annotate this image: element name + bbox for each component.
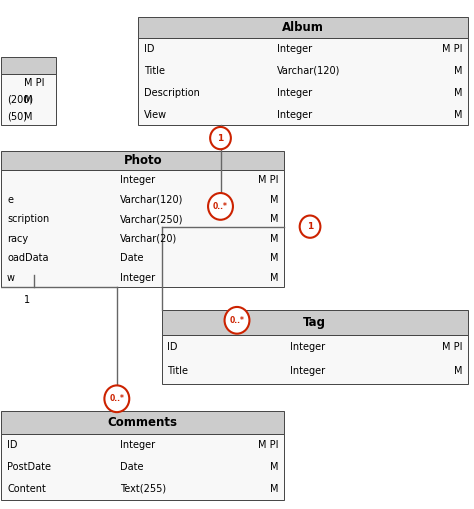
Text: M: M: [270, 234, 278, 244]
Text: w: w: [7, 273, 15, 282]
Text: M PI: M PI: [258, 440, 278, 449]
FancyBboxPatch shape: [1, 151, 284, 170]
Circle shape: [225, 307, 249, 334]
Text: ID: ID: [7, 440, 18, 449]
Text: Title: Title: [144, 66, 164, 76]
Text: Tag: Tag: [303, 316, 326, 329]
Text: (200): (200): [7, 95, 33, 105]
Text: M: M: [24, 112, 33, 122]
Circle shape: [104, 385, 129, 412]
Text: Varchar(120): Varchar(120): [120, 194, 183, 205]
Circle shape: [208, 193, 233, 220]
Text: Date: Date: [120, 462, 144, 472]
Text: M: M: [270, 253, 278, 263]
Text: Integer: Integer: [120, 273, 155, 282]
Text: Integer: Integer: [120, 175, 155, 185]
FancyBboxPatch shape: [1, 170, 284, 288]
Text: 0..*: 0..*: [213, 202, 228, 211]
Text: Integer: Integer: [290, 366, 325, 376]
Text: ID: ID: [167, 342, 178, 352]
Text: Album: Album: [282, 21, 324, 34]
Text: Date: Date: [120, 253, 144, 263]
Text: 0..*: 0..*: [229, 316, 245, 325]
Text: M: M: [24, 95, 33, 105]
FancyBboxPatch shape: [138, 38, 468, 125]
Text: M: M: [454, 109, 462, 120]
Text: M: M: [454, 66, 462, 76]
Text: Varchar(250): Varchar(250): [120, 214, 183, 224]
Text: Title: Title: [167, 366, 188, 376]
Circle shape: [300, 215, 320, 238]
Text: 1: 1: [307, 222, 313, 231]
Text: M: M: [270, 194, 278, 205]
Circle shape: [210, 127, 231, 149]
Text: oadData: oadData: [7, 253, 48, 263]
Text: PostDate: PostDate: [7, 462, 51, 472]
Text: Integer: Integer: [290, 342, 325, 352]
Text: e: e: [7, 194, 13, 205]
Text: M: M: [270, 214, 278, 224]
FancyBboxPatch shape: [162, 334, 468, 384]
Text: Photo: Photo: [123, 154, 162, 167]
Text: Integer: Integer: [277, 109, 312, 120]
Text: Integer: Integer: [120, 440, 155, 449]
Text: (50): (50): [7, 112, 27, 122]
Text: M PI: M PI: [24, 78, 45, 88]
Text: Integer: Integer: [277, 88, 312, 98]
Text: Comments: Comments: [108, 416, 178, 429]
Text: M PI: M PI: [258, 175, 278, 185]
Text: Varchar(120): Varchar(120): [277, 66, 340, 76]
Text: Integer: Integer: [277, 44, 312, 54]
Text: 0..*: 0..*: [109, 394, 124, 403]
Text: M: M: [454, 366, 462, 376]
Text: M PI: M PI: [442, 342, 462, 352]
Text: Content: Content: [7, 484, 46, 494]
Text: View: View: [144, 109, 167, 120]
Text: 1: 1: [24, 295, 30, 305]
FancyBboxPatch shape: [1, 74, 55, 125]
Text: M: M: [270, 484, 278, 494]
FancyBboxPatch shape: [1, 434, 284, 500]
Text: Description: Description: [144, 88, 200, 98]
Text: racy: racy: [7, 234, 28, 244]
Text: ID: ID: [144, 44, 154, 54]
Text: M: M: [270, 462, 278, 472]
FancyBboxPatch shape: [162, 310, 468, 334]
FancyBboxPatch shape: [138, 17, 468, 38]
Text: M: M: [454, 88, 462, 98]
Text: M PI: M PI: [442, 44, 462, 54]
Text: 1: 1: [218, 133, 224, 143]
Text: scription: scription: [7, 214, 49, 224]
Text: M: M: [270, 273, 278, 282]
Text: Text(255): Text(255): [120, 484, 166, 494]
FancyBboxPatch shape: [1, 411, 284, 434]
Text: Varchar(20): Varchar(20): [120, 234, 177, 244]
FancyBboxPatch shape: [1, 57, 55, 74]
